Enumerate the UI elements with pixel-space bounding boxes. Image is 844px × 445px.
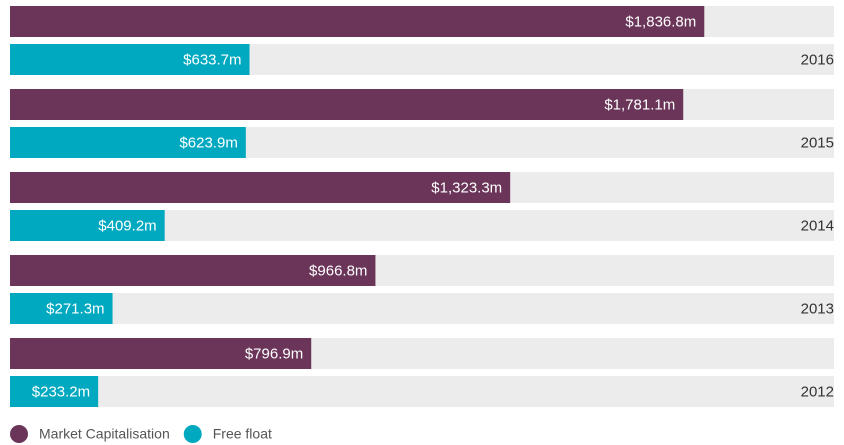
- bar: [10, 89, 684, 120]
- bar: [10, 6, 705, 37]
- bar: [10, 376, 99, 407]
- bar: [10, 293, 113, 324]
- bar: [10, 255, 376, 286]
- bar: [10, 44, 250, 75]
- legend-swatch: [183, 425, 202, 443]
- bar: [10, 338, 312, 369]
- category-label: 2012: [801, 383, 834, 400]
- value-label: $796.9m: [245, 345, 303, 362]
- category-label: 2016: [801, 51, 834, 68]
- legend-swatch: [10, 425, 28, 443]
- value-label: $633.7m: [183, 51, 241, 68]
- bar-track: [10, 376, 834, 407]
- value-label: $1,836.8m: [625, 13, 696, 30]
- value-label: $1,781.1m: [604, 96, 675, 113]
- value-label: $409.2m: [98, 217, 156, 234]
- legend-label: Market Capitalisation: [39, 426, 170, 442]
- value-label: $966.8m: [309, 262, 367, 279]
- bar: [10, 172, 511, 203]
- category-label: 2013: [801, 300, 834, 317]
- bar-track: [10, 293, 834, 324]
- bar: [10, 210, 165, 241]
- legend-label: Free float: [213, 426, 272, 442]
- value-label: $271.3m: [46, 300, 104, 317]
- value-label: $623.9m: [179, 134, 237, 151]
- category-label: 2014: [801, 217, 834, 234]
- category-label: 2015: [801, 134, 834, 151]
- value-label: $233.2m: [32, 383, 90, 400]
- bar: [10, 127, 246, 158]
- value-label: $1,323.3m: [431, 179, 502, 196]
